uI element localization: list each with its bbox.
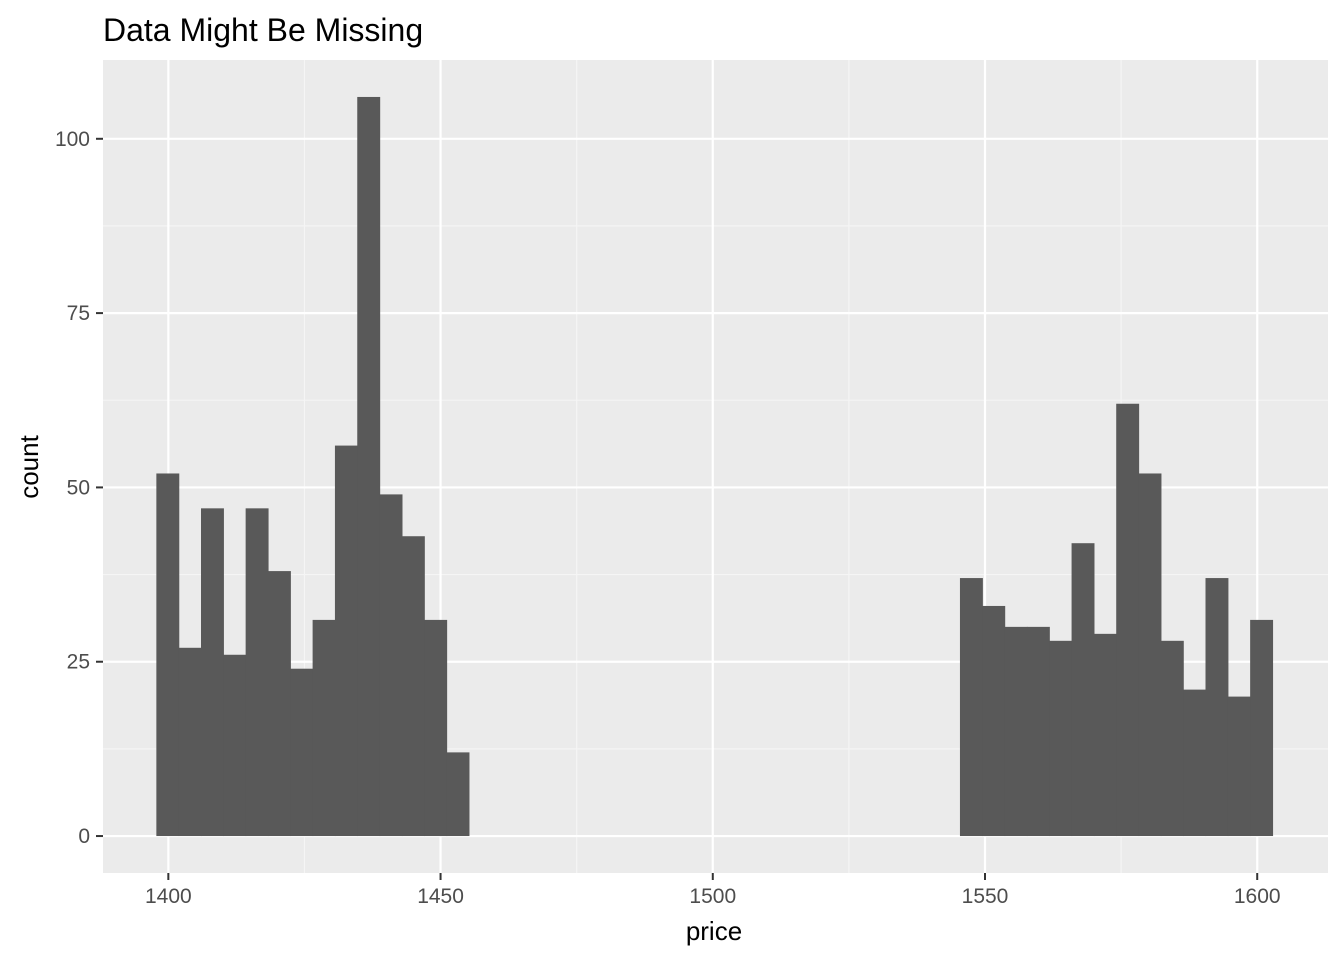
histogram-bar: [982, 605, 1006, 837]
histogram-bar: [223, 654, 247, 837]
histogram-bar: [334, 445, 358, 837]
histogram-bar: [1183, 689, 1207, 837]
histogram-bar: [1227, 696, 1251, 837]
histogram-bar: [401, 536, 425, 837]
histogram-bar: [1071, 543, 1095, 837]
chart-title: Data Might Be Missing: [103, 12, 423, 48]
y-tick-label: 75: [67, 302, 90, 325]
histogram-bar: [1049, 640, 1073, 837]
y-tick-label: 25: [67, 651, 90, 674]
x-axis-title: price: [686, 916, 742, 946]
x-tick-label: 1500: [689, 885, 736, 908]
histogram-bars: [156, 96, 1274, 837]
y-axis: 0 25 50 75 100: [55, 128, 103, 848]
histogram-bar: [1004, 626, 1028, 837]
histogram-bar: [1160, 640, 1184, 837]
histogram-bar: [446, 752, 470, 837]
x-tick-label: 1600: [1234, 885, 1281, 908]
histogram-bar: [1116, 403, 1140, 837]
histogram-bar: [290, 668, 314, 837]
histogram-bar: [424, 619, 448, 837]
histogram-bar: [245, 508, 269, 837]
histogram-bar: [156, 473, 180, 837]
histogram-bar: [1026, 626, 1050, 837]
histogram-bar: [312, 619, 336, 837]
histogram-bar: [267, 571, 291, 837]
x-tick-label: 1400: [145, 885, 192, 908]
histogram-bar: [1205, 578, 1229, 837]
histogram-bar: [178, 647, 202, 837]
x-tick-label: 1450: [417, 885, 464, 908]
y-tick-label: 100: [55, 128, 90, 151]
y-axis-title: count: [14, 434, 44, 498]
x-axis: 1400 1450 1500 1550 1600: [145, 873, 1281, 908]
histogram-bar: [201, 508, 224, 837]
y-tick-label: 50: [67, 476, 90, 499]
histogram-bar: [379, 494, 403, 837]
histogram-bar: [1093, 633, 1117, 837]
y-tick-label: 0: [78, 825, 90, 848]
x-tick-label: 1550: [962, 885, 1009, 908]
histogram-bar: [1138, 473, 1162, 837]
histogram-bar: [357, 96, 381, 837]
histogram-bar: [1250, 619, 1274, 837]
histogram-bar: [959, 578, 983, 837]
